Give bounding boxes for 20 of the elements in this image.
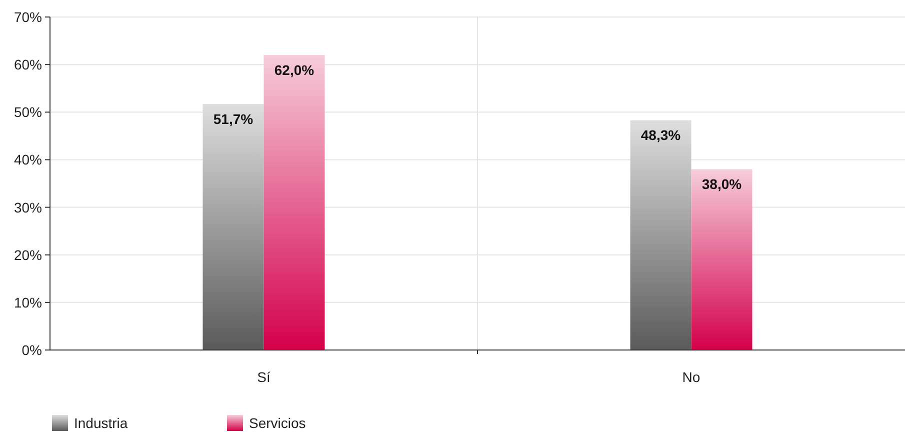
y-tick-label: 50% bbox=[14, 104, 42, 120]
y-tick-label: 40% bbox=[14, 152, 42, 168]
y-tick-label: 20% bbox=[14, 246, 42, 263]
data-label: 51,7% bbox=[213, 111, 254, 128]
y-tick-label: 0% bbox=[22, 342, 42, 358]
data-label: 38,0% bbox=[702, 176, 742, 192]
legend-label: Industria bbox=[74, 415, 128, 431]
bar bbox=[264, 55, 325, 350]
data-label: 62,0% bbox=[274, 62, 315, 78]
bar bbox=[630, 120, 692, 350]
x-tick-label: Sí bbox=[257, 369, 270, 385]
x-tick-label: No bbox=[682, 369, 700, 385]
y-tick-label: 70% bbox=[14, 9, 42, 25]
bar bbox=[691, 169, 752, 350]
y-tick-label: 30% bbox=[14, 199, 42, 216]
bar bbox=[202, 104, 264, 350]
y-tick-label: 60% bbox=[14, 56, 42, 73]
legend-label: Servicios bbox=[249, 415, 306, 431]
data-label: 48,3% bbox=[640, 127, 682, 144]
y-tick-label: 10% bbox=[14, 294, 42, 310]
